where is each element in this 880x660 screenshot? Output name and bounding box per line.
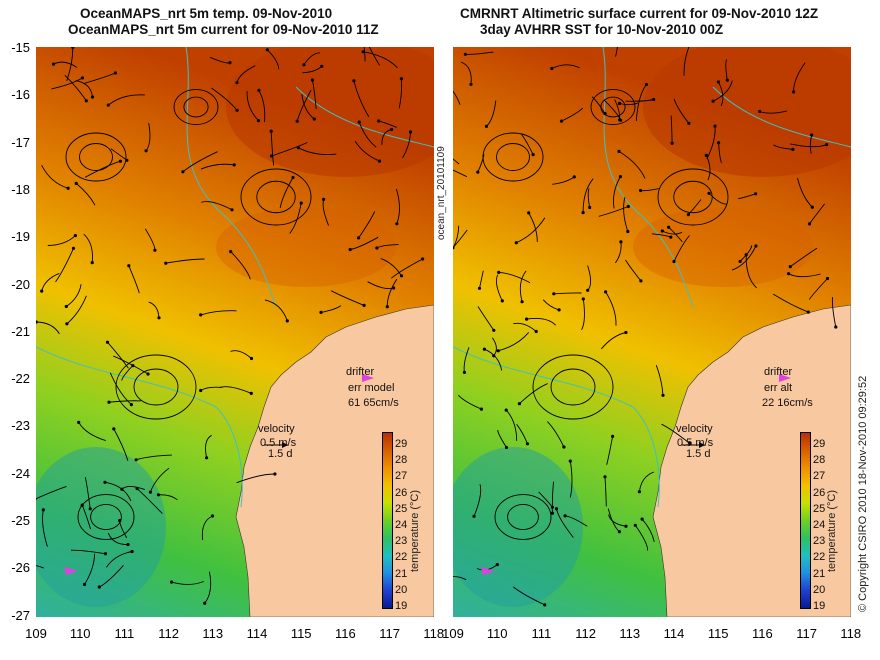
left-err-values: 61 65cm/s bbox=[348, 397, 399, 409]
colorbar-scale bbox=[382, 432, 393, 609]
x-tick-label: 112 bbox=[575, 626, 596, 641]
colorbar-tick-label: 20 bbox=[813, 583, 826, 596]
right-err-values: 22 16cm/s bbox=[762, 397, 813, 409]
drifter-marker bbox=[481, 567, 495, 575]
x-tick-label: 118 bbox=[840, 626, 862, 641]
right-title-line2: 3day AVHRR SST for 10-Nov-2010 00Z bbox=[480, 22, 724, 37]
left-title-line2: OceanMAPS_nrt 5m current for 09-Nov-2010… bbox=[68, 22, 379, 37]
right-velocity-label: velocity bbox=[676, 423, 713, 435]
left-map-panel bbox=[36, 47, 434, 617]
y-tick-label: -20 bbox=[11, 276, 30, 292]
drifter-legend-marker bbox=[362, 374, 374, 382]
bathymetry-contour bbox=[36, 346, 243, 508]
colorbar-tick-label: 25 bbox=[813, 502, 826, 515]
right-colorbar-label: temperature (°C) bbox=[826, 489, 838, 572]
y-tick-label: -23 bbox=[11, 418, 30, 434]
colorbar-scale bbox=[800, 432, 811, 609]
colorbar-tick-label: 22 bbox=[395, 551, 408, 564]
bathymetry-contour bbox=[185, 47, 277, 308]
y-tick-label: -19 bbox=[11, 229, 30, 245]
x-tick-label: 116 bbox=[752, 626, 773, 641]
left-err-label: err model bbox=[348, 382, 395, 394]
colorbar-tick-label: 21 bbox=[395, 567, 408, 580]
y-tick-label: -21 bbox=[11, 323, 30, 339]
colorbar-tick-label: 27 bbox=[813, 470, 826, 483]
colorbar-tick-label: 27 bbox=[395, 470, 408, 483]
x-tick-label: 118 bbox=[423, 626, 445, 641]
colorbar-tick-label: 20 bbox=[395, 583, 408, 596]
x-tick-label: 110 bbox=[486, 626, 508, 641]
y-tick-label: -24 bbox=[11, 465, 30, 481]
x-tick-label: 110 bbox=[69, 626, 91, 641]
right-drifter-label: drifter bbox=[764, 366, 793, 378]
bathymetry-contour bbox=[295, 86, 434, 148]
x-tick-label: 111 bbox=[114, 626, 135, 641]
x-tick-label: 113 bbox=[619, 626, 641, 641]
x-tick-label: 115 bbox=[707, 626, 729, 641]
velocity-legend-arrow bbox=[699, 442, 705, 448]
colorbar-tick-label: 19 bbox=[395, 600, 408, 612]
x-tick-label: 114 bbox=[663, 626, 685, 641]
y-tick-label: -15 bbox=[11, 40, 30, 55]
colorbar-tick-label: 21 bbox=[813, 567, 826, 580]
right-velocity-scale: 0.5 m/s bbox=[677, 437, 714, 449]
left-colorbar-label: temperature (°C) bbox=[409, 489, 421, 572]
x-tick-label: 111 bbox=[531, 626, 552, 641]
right-title-line1: CMRNRT Altimetric surface current for 09… bbox=[460, 6, 819, 21]
x-tick-label: 117 bbox=[379, 626, 400, 641]
x-tick-label: 117 bbox=[796, 626, 817, 641]
y-tick-label: -16 bbox=[11, 87, 30, 103]
y-tick-label: -26 bbox=[11, 560, 30, 576]
left-velocity-scale: 0.5 m/s bbox=[260, 437, 297, 449]
colorbar-tick-label: 23 bbox=[813, 535, 826, 548]
right-map-panel bbox=[453, 47, 851, 617]
colorbar-tick-label: 29 bbox=[813, 438, 826, 450]
left-drifter-label: drifter bbox=[346, 366, 375, 378]
right-velocity-duration: 1.5 d bbox=[686, 448, 711, 460]
bathymetry-contour bbox=[712, 86, 851, 148]
right-err-label: err alt bbox=[764, 382, 793, 394]
y-tick-label: -22 bbox=[11, 371, 30, 387]
y-tick-label: -18 bbox=[11, 181, 30, 197]
colorbar-tick-label: 24 bbox=[395, 519, 408, 531]
current-streamlines bbox=[36, 47, 425, 605]
velocity-legend-arrow bbox=[282, 442, 288, 448]
x-tick-label: 109 bbox=[25, 626, 47, 641]
colorbar-tick-label: 19 bbox=[813, 600, 826, 612]
colorbar-tick-label: 23 bbox=[395, 535, 408, 548]
bathymetry-contour bbox=[602, 47, 694, 308]
bathymetry-contour bbox=[453, 346, 660, 508]
x-tick-label: 109 bbox=[442, 626, 464, 641]
x-tick-label: 116 bbox=[335, 626, 356, 641]
colorbar-tick-label: 22 bbox=[813, 551, 826, 564]
colorbar-tick-label: 26 bbox=[813, 486, 826, 499]
x-tick-label: 115 bbox=[290, 626, 312, 641]
run-id-label: ocean_nrt_20101109 bbox=[436, 146, 447, 240]
x-tick-label: 114 bbox=[246, 626, 268, 641]
current-streamlines bbox=[453, 47, 838, 607]
colorbar-tick-label: 24 bbox=[813, 519, 826, 531]
colorbar-tick-label: 28 bbox=[813, 454, 826, 467]
y-tick-label: -27 bbox=[11, 607, 30, 623]
colorbar-tick-label: 28 bbox=[395, 454, 408, 467]
y-tick-label: -25 bbox=[11, 513, 30, 528]
x-tick-label: 112 bbox=[158, 626, 179, 641]
colorbar-tick-label: 25 bbox=[395, 502, 408, 515]
copyright-label: © Copyright CSIRO 2010 18-Nov-2010 09:29… bbox=[857, 375, 869, 612]
left-velocity-duration: 1.5 d bbox=[268, 448, 293, 460]
left-velocity-label: velocity bbox=[258, 423, 295, 435]
drifter-marker bbox=[64, 567, 78, 575]
drifter-legend-marker bbox=[779, 374, 791, 382]
y-tick-label: -17 bbox=[11, 134, 30, 150]
colorbar-tick-label: 26 bbox=[395, 486, 408, 499]
x-tick-label: 113 bbox=[202, 626, 224, 641]
colorbar-tick-label: 29 bbox=[395, 438, 408, 450]
left-title-line1: OceanMAPS_nrt 5m temp. 09-Nov-2010 bbox=[80, 6, 333, 21]
